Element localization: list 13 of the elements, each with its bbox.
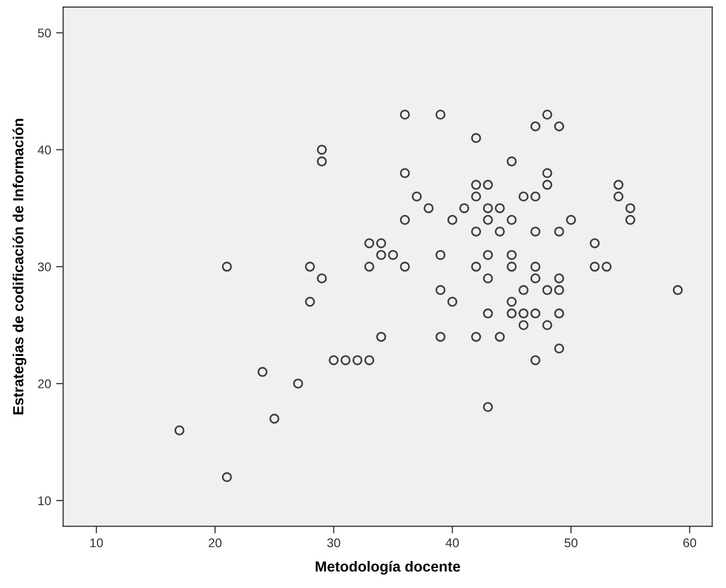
x-tick-label: 30 bbox=[327, 538, 340, 548]
x-axis-title: Metodología docente bbox=[316, 560, 460, 575]
y-tick-label: 50 bbox=[38, 28, 51, 38]
x-tick-label: 40 bbox=[446, 538, 459, 548]
y-axis-title: Estrategias de codificación de Información bbox=[12, 118, 26, 414]
x-tick-label: 50 bbox=[564, 538, 578, 548]
y-tick-label: 10 bbox=[38, 496, 51, 506]
y-tick-label: 20 bbox=[38, 379, 51, 388]
x-tick-label: 10 bbox=[90, 538, 103, 548]
x-tick-label: 60 bbox=[683, 538, 696, 548]
y-tick-label: 40 bbox=[38, 146, 51, 154]
y-tick-label: 30 bbox=[38, 262, 51, 272]
x-tick-label: 20 bbox=[208, 538, 222, 548]
